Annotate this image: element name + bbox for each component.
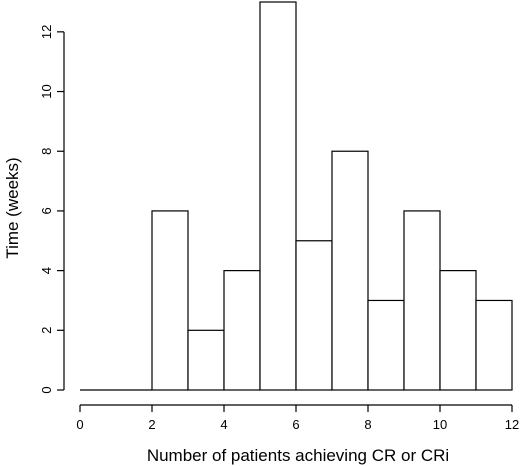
x-tick-label: 10 xyxy=(433,417,447,432)
y-tick-label: 10 xyxy=(39,84,54,98)
histogram-bar xyxy=(475,299,513,391)
y-tick-label: 6 xyxy=(39,207,54,214)
x-tick-label: 4 xyxy=(220,417,227,432)
x-tick-label: 12 xyxy=(505,417,519,432)
y-tick-label: 12 xyxy=(39,25,54,39)
x-tick-label: 0 xyxy=(76,417,83,432)
histogram-bar xyxy=(295,240,333,391)
x-axis-title: Number of patients achieving CR or CRi xyxy=(147,446,449,465)
histogram-bar xyxy=(439,270,477,391)
y-tick-label: 0 xyxy=(39,386,54,393)
x-tick-label: 8 xyxy=(364,417,371,432)
x-tick-label: 2 xyxy=(148,417,155,432)
y-tick-label: 2 xyxy=(39,327,54,334)
histogram-bar xyxy=(259,1,297,391)
histogram-bar xyxy=(403,210,441,391)
histogram-bar xyxy=(151,210,189,391)
y-tick-label: 8 xyxy=(39,148,54,155)
y-axis-title: Time (weeks) xyxy=(3,157,22,258)
bars-group xyxy=(80,1,513,391)
y-axis: 0 2 4 6 8 10 12 xyxy=(39,25,65,394)
x-axis: 0 2 4 6 8 10 12 xyxy=(76,404,519,432)
histogram-bar xyxy=(187,329,225,391)
x-tick-label: 6 xyxy=(292,417,299,432)
y-tick-label: 4 xyxy=(39,267,54,274)
histogram-bar xyxy=(331,150,369,391)
histogram-bar xyxy=(223,270,261,391)
histogram-bar xyxy=(367,299,405,391)
